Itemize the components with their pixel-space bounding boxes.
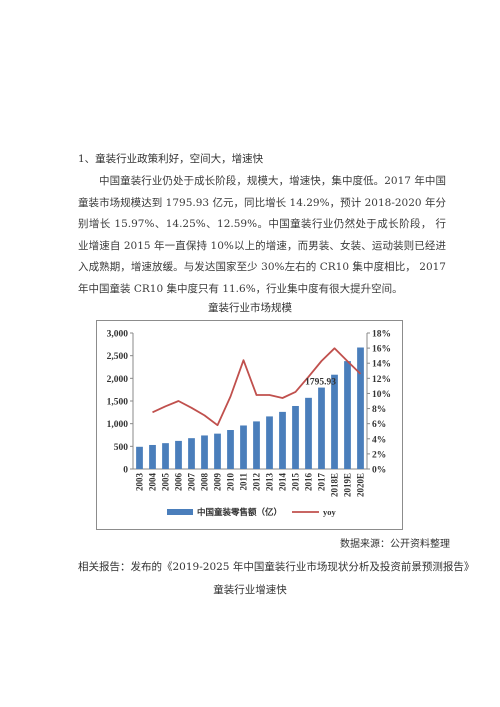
- bar-2014: [279, 411, 286, 469]
- bar-2011: [240, 425, 247, 469]
- bar-2003: [136, 446, 143, 469]
- section-heading: 1、童装行业政策利好，空间大，增速快: [78, 153, 264, 165]
- bar-2010: [227, 430, 234, 469]
- x-tick-label: 2020E: [356, 473, 366, 497]
- right-tick-label: 0%: [372, 466, 386, 476]
- x-tick-label: 2012: [252, 473, 262, 492]
- left-tick-label: 3,000: [107, 330, 129, 340]
- right-tick-label: 16%: [372, 345, 391, 355]
- bar-2018E: [331, 374, 338, 469]
- x-tick-label: 2009: [213, 473, 223, 492]
- x-tick-label: 2018E: [330, 473, 340, 497]
- bar-2019E: [344, 361, 351, 469]
- left-tick-label: 500: [114, 443, 129, 453]
- data-source: 数据来源：公开资料整理: [340, 539, 450, 550]
- right-tick-label: 14%: [372, 360, 391, 370]
- market-size-chart: 0 500 1,000 1,500 2,000 2,500 3,000 0% 2% 4% 6% 8% 1…: [107, 330, 391, 518]
- x-tick-label: 2016: [304, 473, 314, 492]
- left-tick-label: 1,500: [107, 398, 129, 408]
- bar-2013: [266, 416, 273, 469]
- bar-2017: [318, 387, 325, 469]
- x-tick-label: 2005: [161, 473, 171, 492]
- legend-line-label: yoy: [323, 507, 337, 517]
- right-tick-label: 8%: [372, 405, 386, 415]
- bar-2016: [305, 397, 312, 469]
- x-tick-label: 2010: [226, 473, 236, 492]
- bar-2020E: [357, 347, 364, 469]
- yoy-line: [152, 347, 362, 427]
- bar-2005: [162, 443, 169, 469]
- bar-2007: [188, 438, 195, 469]
- section-subtitle: 童装行业增速快: [213, 584, 287, 596]
- bar-2006: [175, 440, 182, 469]
- bar-2015: [292, 405, 299, 469]
- legend-bar-swatch: [167, 509, 193, 515]
- chart-title: 童装行业市场规模: [208, 302, 292, 314]
- x-tick-label: 2006: [174, 473, 184, 492]
- x-tick-label: 2007: [187, 473, 197, 492]
- left-tick-label: 0: [123, 466, 128, 476]
- bar-2008: [201, 435, 208, 469]
- related-report: 相关报告：发布的《2019-2025 年中国童装行业市场现状分析及投资前景预测报…: [78, 561, 475, 573]
- x-tick-label: 2008: [200, 473, 210, 492]
- left-tick-label: 1,000: [107, 420, 129, 430]
- right-tick-label: 18%: [372, 330, 391, 340]
- x-tick-label: 2015: [291, 473, 301, 492]
- legend-bar-label: 中国童装零售额（亿）: [197, 507, 282, 517]
- x-tick-label: 2003: [135, 473, 145, 492]
- x-tick-label: 2004: [148, 473, 158, 492]
- left-tick-label: 2,500: [107, 352, 129, 362]
- x-tick-label: 2019E: [343, 473, 353, 497]
- right-tick-label: 4%: [372, 435, 386, 445]
- x-tick-label: 2014: [278, 473, 288, 492]
- x-tick-label: 2013: [265, 473, 275, 492]
- bar-2012: [253, 421, 260, 469]
- chart-frame: 0 500 1,000 1,500 2,000 2,500 3,000 0% 2% 4% 6% 8% 1…: [96, 320, 403, 530]
- bar-2009: [214, 433, 221, 469]
- right-tick-label: 2%: [372, 450, 386, 460]
- x-tick-label: 2017: [317, 473, 327, 492]
- x-tick-label: 2011: [239, 473, 249, 491]
- bar-2004: [149, 444, 156, 469]
- right-tick-label: 6%: [372, 420, 386, 430]
- left-tick-label: 2,000: [107, 375, 129, 385]
- right-tick-label: 10%: [372, 390, 391, 400]
- body-paragraph: 中国童装行业仍处于成长阶段，规模大，增速快，集中度低。2017 年中国童装市场规…: [78, 175, 446, 295]
- data-label-2017: 1795.93: [305, 378, 336, 388]
- right-tick-label: 12%: [372, 375, 391, 385]
